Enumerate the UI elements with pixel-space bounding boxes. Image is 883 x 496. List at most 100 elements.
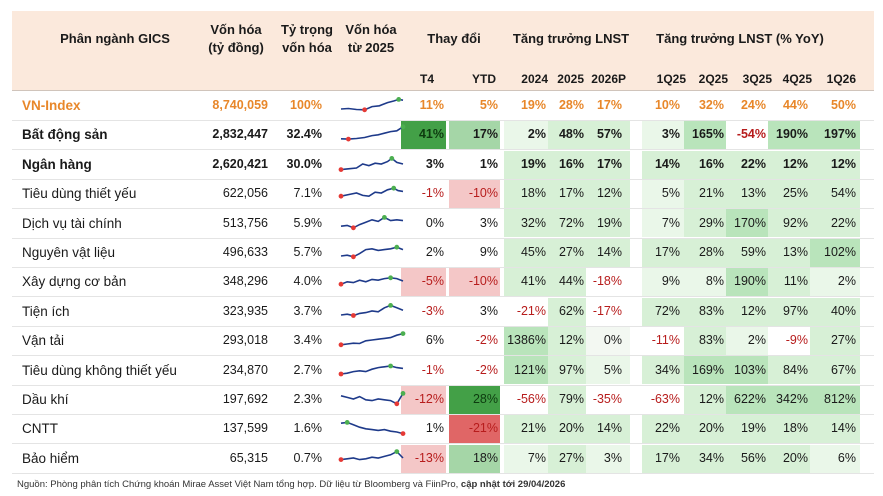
cell-highlight: [768, 356, 810, 385]
cell-highlight: [548, 150, 586, 179]
cell-highlight: [684, 179, 726, 208]
cell-q1_25: 7%: [661, 215, 680, 230]
cell-y2026p: -18%: [592, 274, 622, 289]
cell-highlight: [548, 209, 586, 238]
cell-highlight: [726, 209, 768, 238]
cell-highlight: [401, 268, 446, 297]
cell-highlight: [810, 326, 860, 355]
sparkline: [340, 214, 404, 230]
cell-y2025: 62%: [558, 303, 584, 318]
cell-t4: 0%: [425, 215, 444, 230]
sparkline-path: [340, 392, 404, 405]
cell-q2_25: 8%: [705, 274, 724, 289]
sparkline-low-marker: [338, 342, 344, 348]
cell-highlight: [684, 444, 726, 473]
cell-q4_25: 13%: [782, 245, 808, 259]
subheader-1q26: 1Q26: [826, 72, 856, 86]
cell-cap: 348,296: [222, 274, 268, 289]
cell-ytd: 3%: [479, 303, 498, 318]
cell-highlight: [726, 385, 768, 414]
cell-q2_25: 32%: [698, 98, 724, 112]
cell-q4_25: 92%: [782, 215, 808, 230]
sparkline-high-marker: [391, 185, 397, 191]
cell-ytd: -21%: [468, 421, 498, 436]
cell-y2025: 48%: [558, 127, 584, 142]
cell-highlight: [449, 268, 500, 297]
cell-q1_25: 22%: [654, 421, 680, 436]
cell-q2_25: 12%: [698, 392, 724, 406]
cell-highlight: [449, 385, 500, 414]
cell-weight: 32.4%: [286, 127, 322, 142]
cell-y2024: -21%: [516, 303, 546, 318]
sparkline-path: [340, 216, 404, 229]
cell-q1_26: 14%: [830, 421, 856, 436]
sparkline-high-marker: [344, 420, 350, 426]
sparkline-path: [340, 98, 404, 111]
col-header-cap: Vốn hóa (tỷ đồng): [208, 22, 264, 55]
sparkline-low-marker: [351, 224, 356, 230]
col-header-change: Thay đổi: [427, 31, 481, 46]
cell-y2026p: 5%: [603, 362, 622, 377]
cell-q1_26: 40%: [830, 303, 856, 318]
cell-highlight: [810, 238, 860, 267]
sparkline-low-marker: [338, 282, 344, 287]
cell-ytd: 9%: [479, 245, 498, 259]
row-divider: [12, 443, 874, 445]
cell-highlight: [586, 326, 630, 355]
cell-q1_25: 3%: [661, 127, 680, 142]
cell-highlight: [810, 444, 860, 473]
cell-highlight: [642, 356, 684, 385]
cell-q4_25: 84%: [782, 362, 808, 377]
cell-highlight: [642, 444, 684, 473]
cell-ytd: 1%: [479, 156, 498, 171]
sparkline-path: [340, 304, 404, 317]
cell-q1_26: 197%: [824, 127, 856, 142]
cell-t4: -13%: [414, 450, 444, 465]
cell-q2_25: 28%: [698, 245, 724, 259]
cell-ytd: -10%: [468, 274, 498, 289]
sparkline-low-marker: [351, 254, 356, 260]
cell-y2024: 41%: [520, 274, 546, 289]
cell-q3_25: 12%: [740, 303, 766, 318]
sparkline-path: [340, 277, 404, 286]
row-divider: [12, 472, 874, 474]
cell-ytd: 3%: [479, 215, 498, 230]
cell-t4: 6%: [425, 333, 444, 348]
cell-ytd: -2%: [475, 333, 498, 348]
sparkline-low-marker: [338, 456, 344, 462]
sector-name: CNTT: [22, 421, 58, 437]
cell-y2025: 27%: [558, 450, 584, 465]
cell-highlight: [726, 179, 768, 208]
cell-highlight: [810, 179, 860, 208]
sparkline-low-marker: [346, 137, 351, 142]
cell-highlight: [548, 415, 586, 444]
cell-y2025: 27%: [558, 245, 584, 259]
cell-highlight: [642, 121, 684, 150]
cell-highlight: [684, 415, 726, 444]
cell-highlight: [548, 326, 586, 355]
cell-highlight: [684, 238, 726, 267]
cell-q2_25: 20%: [698, 421, 724, 436]
sparkline: [338, 185, 404, 199]
cell-y2024: -56%: [516, 392, 546, 406]
cell-q3_25: 622%: [734, 392, 766, 406]
cell-q1_26: 2%: [837, 274, 856, 289]
cell-q2_25: 16%: [698, 156, 724, 171]
cell-y2026p: 17%: [596, 98, 622, 112]
cell-q1_26: 50%: [830, 98, 856, 112]
cell-highlight: [684, 268, 726, 297]
cell-highlight: [768, 444, 810, 473]
cell-q2_25: 83%: [698, 333, 724, 348]
subheader-1q25: 1Q25: [656, 72, 686, 86]
cell-highlight: [726, 356, 768, 385]
cell-weight: 4.0%: [293, 274, 323, 289]
cell-q1_25: 9%: [661, 274, 680, 289]
sparkline-high-marker: [389, 155, 395, 161]
cell-highlight: [586, 356, 630, 385]
cell-y2026p: 12%: [596, 186, 622, 201]
sparkline-low-marker: [394, 401, 400, 407]
sparkline-low-marker: [338, 193, 344, 199]
cell-y2026p: 57%: [596, 127, 622, 142]
cell-y2024: 1386%: [507, 333, 546, 348]
cell-q1_25: 10%: [654, 98, 680, 112]
